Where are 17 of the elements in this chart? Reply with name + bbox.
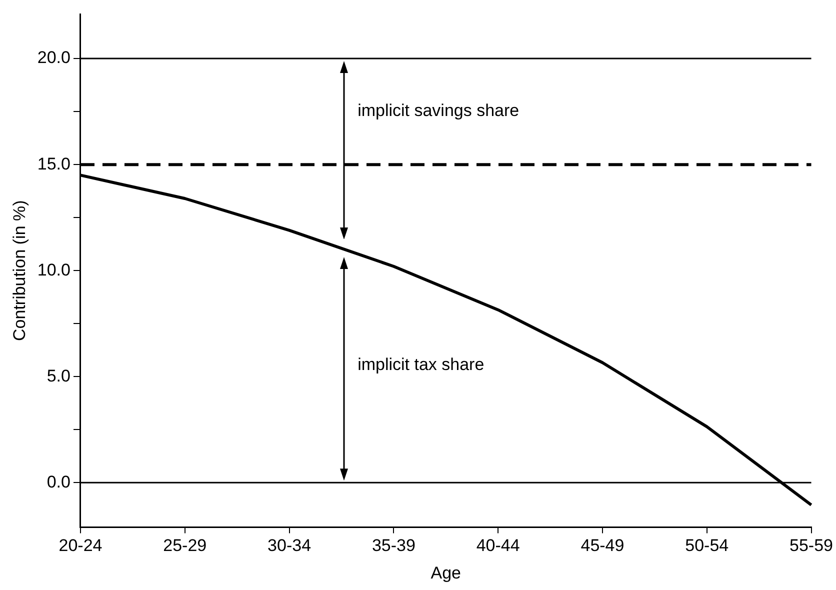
x-axis-title: Age	[430, 563, 461, 582]
y-tick-label: 20.0	[37, 48, 70, 68]
y-tick-label: 15.0	[37, 154, 70, 174]
x-tick-label: 55-59	[790, 536, 833, 556]
x-tick-label: 50-54	[685, 536, 729, 556]
x-tick-label: 45-49	[580, 536, 624, 556]
x-tick-label: 40-44	[476, 536, 520, 556]
annotation: implicit tax share	[358, 354, 484, 375]
x-tick-label: 30-34	[268, 536, 312, 556]
x-tick-label: 35-39	[372, 536, 416, 556]
annotation: implicit savings share	[358, 100, 520, 121]
x-tick-label: 25-29	[163, 536, 207, 556]
y-tick-label: 10.0	[37, 260, 70, 280]
y-tick-label: 0.0	[46, 472, 70, 492]
x-tick-label: 20-24	[58, 536, 102, 556]
y-axis-title: Contribution (in %)	[10, 200, 29, 341]
y-tick-label: 5.0	[46, 366, 70, 386]
